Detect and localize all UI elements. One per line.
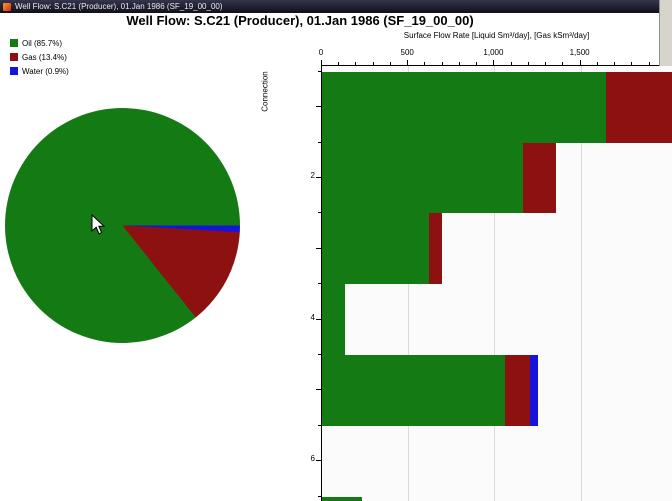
legend: Oil (85.7%) Gas (13.4%) Water (0.9%) xyxy=(10,36,69,78)
y-axis-minor-tick xyxy=(318,424,321,426)
x-axis-minor-tick xyxy=(355,62,357,65)
bar-row-connection-4 xyxy=(322,284,672,356)
window-title: Well Flow: S.C21 (Producer), 01.Jan 1986… xyxy=(15,2,223,11)
y-axis-minor-tick xyxy=(318,354,321,356)
y-axis-minor-tick xyxy=(318,495,321,497)
x-axis-minor-tick xyxy=(648,62,650,65)
x-axis-minor-tick xyxy=(476,62,478,65)
x-axis-minor-tick xyxy=(631,62,633,65)
page-title: Well Flow: S.C21 (Producer), 01.Jan 1986… xyxy=(126,13,474,28)
y-axis-tick-label: 2 xyxy=(310,170,315,180)
y-axis-title: Connection xyxy=(260,71,270,112)
y-axis-minor-tick xyxy=(318,141,321,143)
bar-plot xyxy=(321,65,672,501)
x-axis-tick-label: 1,500 xyxy=(569,48,590,57)
bar-segment-gas xyxy=(522,142,557,214)
x-axis-minor-tick xyxy=(424,62,426,65)
x-axis-minor-tick xyxy=(510,62,512,65)
bar-segment-gas xyxy=(606,71,672,143)
x-axis-minor-tick xyxy=(441,62,443,65)
bar-row-connection-6 xyxy=(322,426,672,497)
x-axis-major-tick xyxy=(493,60,495,65)
y-axis-minor-tick xyxy=(318,283,321,285)
x-axis-title: Surface Flow Rate [Liquid Sm³/day], [Gas… xyxy=(403,31,590,40)
x-axis-minor-tick xyxy=(458,62,460,65)
y-axis-minor-tick xyxy=(318,212,321,214)
bar-row-connection-7 xyxy=(322,496,672,501)
vertical-scrollbar[interactable] xyxy=(659,0,672,66)
x-axis-major-tick xyxy=(407,60,409,65)
gas-swatch xyxy=(10,53,18,61)
x-axis-tick-label: 500 xyxy=(400,48,414,57)
y-axis-major-tick xyxy=(316,176,321,178)
bar-row-connection-5 xyxy=(322,355,672,426)
mouse-cursor xyxy=(91,214,106,235)
app-icon xyxy=(3,2,11,11)
x-axis-major-tick xyxy=(321,60,322,65)
oil-swatch xyxy=(10,39,18,47)
bar-segment-oil xyxy=(322,355,505,426)
legend-item-gas: Gas (13.4%) xyxy=(10,50,69,64)
y-axis-tick-label: 4 xyxy=(310,312,315,322)
y-axis-major-tick xyxy=(316,318,321,320)
bar-row-connection-1 xyxy=(322,71,672,143)
y-axis-major-tick xyxy=(316,389,321,391)
x-axis-minor-tick xyxy=(562,62,564,65)
x-axis-minor-tick xyxy=(372,62,374,65)
y-axis-major-tick xyxy=(316,106,321,108)
bar-segment-oil xyxy=(322,284,346,356)
water-swatch xyxy=(10,67,18,75)
bar-segment-gas xyxy=(428,213,442,285)
legend-item-water: Water (0.9%) xyxy=(10,64,69,78)
y-axis-minor-tick xyxy=(318,70,321,72)
bar-segment-oil xyxy=(322,142,523,214)
y-axis-major-tick xyxy=(316,460,321,462)
legend-label: Water (0.9%) xyxy=(22,66,69,76)
window-titlebar[interactable]: Well Flow: S.C21 (Producer), 01.Jan 1986… xyxy=(0,0,672,13)
x-axis-minor-tick xyxy=(389,62,391,65)
legend-label: Gas (13.4%) xyxy=(22,52,67,62)
bar-row-connection-3 xyxy=(322,213,672,285)
x-axis-tick-label: 0 xyxy=(318,48,324,57)
x-axis-minor-tick xyxy=(614,62,616,65)
y-axis-tick-label: 6 xyxy=(310,454,315,464)
bar-segment-gas xyxy=(504,355,530,426)
bar-segment-oil xyxy=(322,213,429,285)
x-axis-minor-tick xyxy=(596,62,598,65)
bar-row-connection-2 xyxy=(322,142,672,214)
legend-item-oil: Oil (85.7%) xyxy=(10,36,69,50)
x-axis-minor-tick xyxy=(527,62,529,65)
y-axis-major-tick xyxy=(316,247,321,249)
bar-segment-oil xyxy=(322,71,607,143)
gridline xyxy=(494,66,496,501)
x-axis-minor-tick xyxy=(338,62,340,65)
bar-segment-oil xyxy=(322,496,362,501)
gridline xyxy=(580,66,582,501)
x-axis-tick-label: 1,000 xyxy=(483,48,504,57)
pie-chart xyxy=(5,108,240,343)
legend-label: Oil (85.7%) xyxy=(22,38,63,48)
x-axis-major-tick xyxy=(579,60,581,65)
bar-segment-water xyxy=(529,355,538,426)
x-axis-minor-tick xyxy=(545,62,547,65)
